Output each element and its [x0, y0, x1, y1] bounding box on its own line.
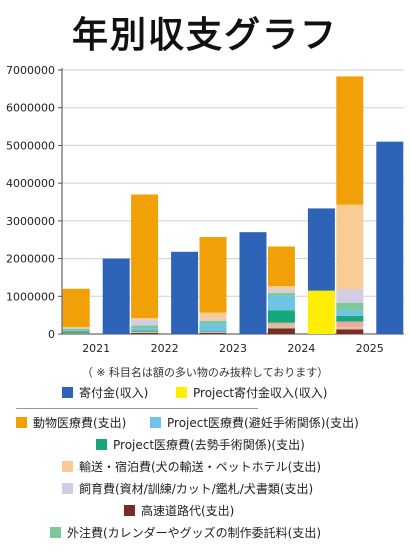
bar-segment-expense: [62, 331, 90, 333]
bar-segment-income: [239, 232, 267, 334]
legend-item-project-donations: Project寄付金収入(収入): [176, 384, 327, 401]
bar-segment-expense: [267, 289, 295, 293]
bar-segment-expense: [336, 76, 364, 205]
chart-title: 年別収支グラフ: [71, 15, 338, 56]
bar-segment-income: [307, 290, 335, 334]
legend-swatch: [150, 417, 161, 428]
bar-segment-expense: [267, 328, 295, 334]
bar-segment-expense: [62, 327, 90, 328]
bar-segment-expense: [267, 292, 295, 296]
legend-item-donations: 寄付金(収入): [62, 384, 148, 401]
legend-swatch: [96, 439, 107, 450]
legend-label: Project医療費(去勢手術関係)(支出): [113, 438, 305, 452]
legend-item-spay-medical: Project医療費(避妊手術関係)(支出): [150, 414, 359, 431]
bar-segment-expense: [131, 194, 159, 319]
legend-swatch: [50, 527, 61, 538]
bar-segment-expense: [131, 325, 159, 329]
legend-swatch: [62, 483, 73, 494]
bar-segment-expense: [336, 204, 364, 290]
bar-segment-expense: [336, 310, 364, 316]
bar-segment-expense: [336, 315, 364, 322]
bar-segment-expense: [267, 324, 295, 329]
x-tick-label: 2024: [287, 342, 315, 355]
legend-label: 寄付金(収入): [79, 386, 149, 400]
legend-swatch: [62, 387, 73, 398]
chart-note: （ ※ 科目名は額の多い物のみ抜粋しております）: [81, 366, 329, 379]
bar-segment-expense: [131, 330, 159, 332]
legend-label: 輸送・宿泊費(犬の輸送・ペットホテル(支出): [79, 460, 322, 474]
bar-segment-expense: [62, 328, 90, 331]
y-tick-label: 0: [48, 328, 55, 341]
bar-segment-expense: [267, 295, 295, 311]
bar-segment-expense: [267, 286, 295, 290]
y-tick-label: 2000000: [6, 253, 55, 266]
bar-segment-expense: [336, 302, 364, 311]
y-tick-label: 3000000: [6, 215, 55, 228]
legend-swatch: [62, 461, 73, 472]
legend-label: 外注費(カレンダーやグッズの制作委託料(支出): [67, 526, 322, 540]
legend-swatch: [16, 417, 27, 428]
legend-item-animal-medical: 動物医療費(支出): [16, 414, 126, 431]
x-tick-label: 2023: [219, 342, 247, 355]
legend-divider: [16, 408, 258, 409]
legend-item-highway: 高速道路代(支出): [124, 502, 234, 519]
legend-swatch: [124, 505, 135, 516]
bar-segment-expense: [199, 237, 227, 313]
bar-segment-expense: [131, 331, 159, 333]
bar-segment-income: [307, 208, 335, 291]
bar-segment-expense: [267, 246, 295, 287]
bar-segment-expense: [62, 332, 90, 334]
x-tick-label: 2021: [82, 342, 110, 355]
bar-segment-expense: [336, 321, 364, 328]
x-tick-label: 2025: [356, 342, 384, 355]
bar-segment-income: [171, 251, 199, 334]
bar-segment-expense: [199, 318, 227, 321]
bar-segment-income: [102, 258, 130, 334]
bar-segment-expense: [336, 289, 364, 303]
bar-segment-expense: [199, 331, 227, 333]
y-tick-label: 7000000: [6, 64, 55, 77]
y-tick-label: 4000000: [6, 177, 55, 190]
legend-label: 動物医療費(支出): [33, 416, 127, 430]
legend-label: 高速道路代(支出): [141, 504, 235, 518]
bar-segment-expense: [199, 312, 227, 319]
stacked-bar-chart: 0 1000000 2000000 3000000 4000000 5000000 6000…: [6, 64, 404, 355]
bar-segment-expense: [199, 320, 227, 325]
bar-segment-expense: [267, 310, 295, 323]
legend-label: Project医療費(避妊手術関係)(支出): [167, 416, 359, 430]
legend-item-outsourcing: 外注費(カレンダーやグッズの制作委託料(支出): [50, 524, 321, 541]
bar-segment-expense: [199, 324, 227, 332]
bar-segment-expense: [199, 332, 227, 334]
bar-segment-expense: [62, 327, 90, 329]
legend-swatch: [176, 387, 187, 398]
bar-segment-expense: [336, 329, 364, 334]
bar-segment-expense: [131, 319, 159, 326]
bar-segment-expense: [336, 327, 364, 330]
bar-segment-expense: [131, 318, 159, 320]
x-tick-label: 2022: [151, 342, 179, 355]
bar-segment-expense: [62, 330, 90, 332]
legend-item-neuter-medical: Project医療費(去勢手術関係)(支出): [96, 436, 305, 453]
y-tick-label: 6000000: [6, 102, 55, 115]
bar-segment-expense: [267, 322, 295, 325]
y-tick-label: 1000000: [6, 290, 55, 303]
y-tick-label: 5000000: [6, 139, 55, 152]
legend-label: Project寄付金収入(収入): [193, 386, 328, 400]
legend-label: 飼育費(資材/訓練/カット/鑑札/犬書類(支出): [79, 482, 314, 496]
bar-segment-income: [376, 141, 404, 334]
bar-segment-expense: [199, 332, 227, 333]
bar-segment-expense: [62, 288, 90, 328]
bar-segment-expense: [131, 328, 159, 331]
legend-item-transport: 輸送・宿泊費(犬の輸送・ペットホテル(支出): [62, 458, 321, 475]
legend-item-breeding: 飼育費(資材/訓練/カット/鑑札/犬書類(支出): [62, 480, 313, 497]
bar-segment-expense: [131, 332, 159, 334]
